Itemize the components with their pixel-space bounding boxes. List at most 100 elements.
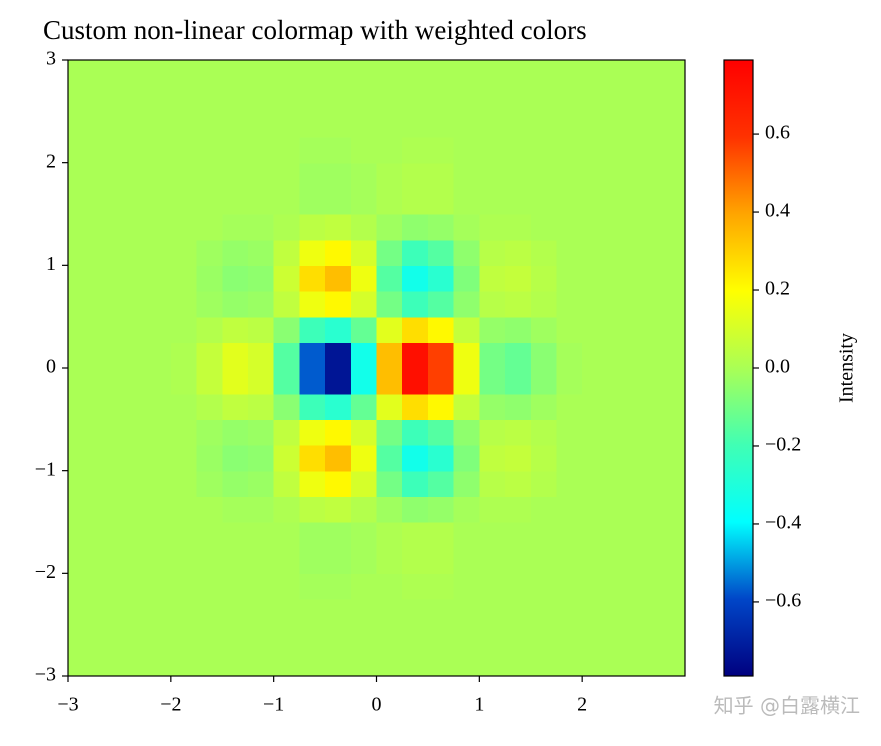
heatmap-cell	[222, 316, 249, 343]
heatmap-cell	[505, 393, 532, 420]
heatmap-cell	[68, 419, 95, 446]
heatmap-cell	[582, 85, 609, 112]
heatmap-cell	[582, 573, 609, 600]
heatmap-cell	[222, 111, 249, 138]
heatmap-cell	[427, 573, 455, 600]
heatmap-cell	[222, 162, 249, 189]
colorbar-tick-label: 0.0	[765, 356, 790, 378]
heatmap-cell	[325, 85, 352, 112]
heatmap-cell	[530, 522, 558, 549]
heatmap-cell	[659, 547, 685, 574]
heatmap-cell	[68, 162, 95, 189]
heatmap-cell	[633, 162, 660, 189]
heatmap-cell	[402, 291, 429, 318]
heatmap-cell	[659, 624, 685, 651]
heatmap-cell	[350, 522, 378, 549]
heatmap-cell	[556, 162, 583, 189]
heatmap-cell	[325, 522, 352, 549]
heatmap-cell	[222, 470, 249, 497]
heatmap-cell	[453, 599, 480, 626]
heatmap-cell	[427, 547, 455, 574]
heatmap-cell	[325, 496, 352, 523]
heatmap-cell	[325, 162, 352, 189]
heatmap-cell	[505, 445, 532, 472]
heatmap-cell	[273, 368, 300, 395]
heatmap-cell	[607, 393, 635, 420]
heatmap-cell	[119, 291, 146, 318]
heatmap-cell	[247, 188, 275, 215]
heatmap-cell	[222, 496, 249, 523]
heatmap-cell	[582, 162, 609, 189]
heatmap-cell	[145, 137, 172, 164]
heatmap	[68, 60, 685, 676]
heatmap-cell	[633, 342, 660, 369]
heatmap-cell	[170, 650, 198, 676]
heatmap-cell	[479, 137, 506, 164]
heatmap-cell	[376, 496, 403, 523]
heatmap-cell	[659, 342, 685, 369]
heatmap-cell	[196, 291, 223, 318]
colorbar-tick-label: −0.4	[765, 512, 801, 534]
heatmap-cell	[530, 393, 558, 420]
heatmap-cell	[170, 214, 198, 241]
heatmap-cell	[170, 445, 198, 472]
heatmap-cell	[582, 522, 609, 549]
heatmap-cell	[376, 419, 403, 446]
heatmap-cell	[170, 496, 198, 523]
heatmap-cell	[582, 368, 609, 395]
heatmap-cell	[530, 85, 558, 112]
heatmap-cell	[247, 650, 275, 676]
heatmap-cell	[505, 265, 532, 292]
heatmap-cell	[402, 188, 429, 215]
heatmap-cell	[376, 265, 403, 292]
heatmap-cell	[402, 419, 429, 446]
heatmap-cell	[633, 214, 660, 241]
heatmap-cell	[453, 522, 480, 549]
heatmap-cell	[530, 599, 558, 626]
heatmap-cell	[145, 547, 172, 574]
heatmap-cell	[556, 624, 583, 651]
heatmap-cell	[145, 239, 172, 266]
heatmap-cell	[145, 291, 172, 318]
heatmap-cell	[247, 496, 275, 523]
heatmap-cell	[170, 522, 198, 549]
heatmap-cell	[222, 624, 249, 651]
heatmap-cell	[556, 60, 583, 87]
heatmap-cell	[222, 573, 249, 600]
heatmap-cell	[402, 162, 429, 189]
heatmap-cell	[633, 291, 660, 318]
heatmap-cell	[376, 111, 403, 138]
heatmap-cell	[427, 496, 455, 523]
heatmap-cell	[196, 342, 223, 369]
heatmap-cell	[505, 496, 532, 523]
heatmap-cell	[93, 496, 121, 523]
heatmap-cell	[145, 188, 172, 215]
heatmap-cell	[196, 162, 223, 189]
heatmap-cell	[607, 342, 635, 369]
heatmap-cell	[119, 522, 146, 549]
heatmap-cell	[325, 470, 352, 497]
heatmap-cell	[453, 547, 480, 574]
heatmap-cell	[325, 137, 352, 164]
heatmap-cell	[273, 188, 300, 215]
heatmap-cell	[402, 470, 429, 497]
heatmap-cell	[325, 445, 352, 472]
heatmap-cell	[633, 316, 660, 343]
heatmap-cell	[556, 650, 583, 676]
heatmap-cell	[427, 342, 455, 369]
heatmap-cell	[93, 111, 121, 138]
heatmap-cell	[505, 137, 532, 164]
heatmap-cell	[299, 239, 326, 266]
heatmap-cell	[556, 599, 583, 626]
heatmap-cell	[350, 162, 378, 189]
heatmap-cell	[427, 291, 455, 318]
heatmap-cell	[196, 547, 223, 574]
heatmap-cell	[350, 291, 378, 318]
heatmap-cell	[145, 599, 172, 626]
heatmap-cell	[556, 470, 583, 497]
heatmap-cell	[145, 342, 172, 369]
heatmap-cell	[170, 316, 198, 343]
heatmap-cell	[196, 650, 223, 676]
heatmap-cell	[196, 214, 223, 241]
heatmap-cell	[402, 85, 429, 112]
